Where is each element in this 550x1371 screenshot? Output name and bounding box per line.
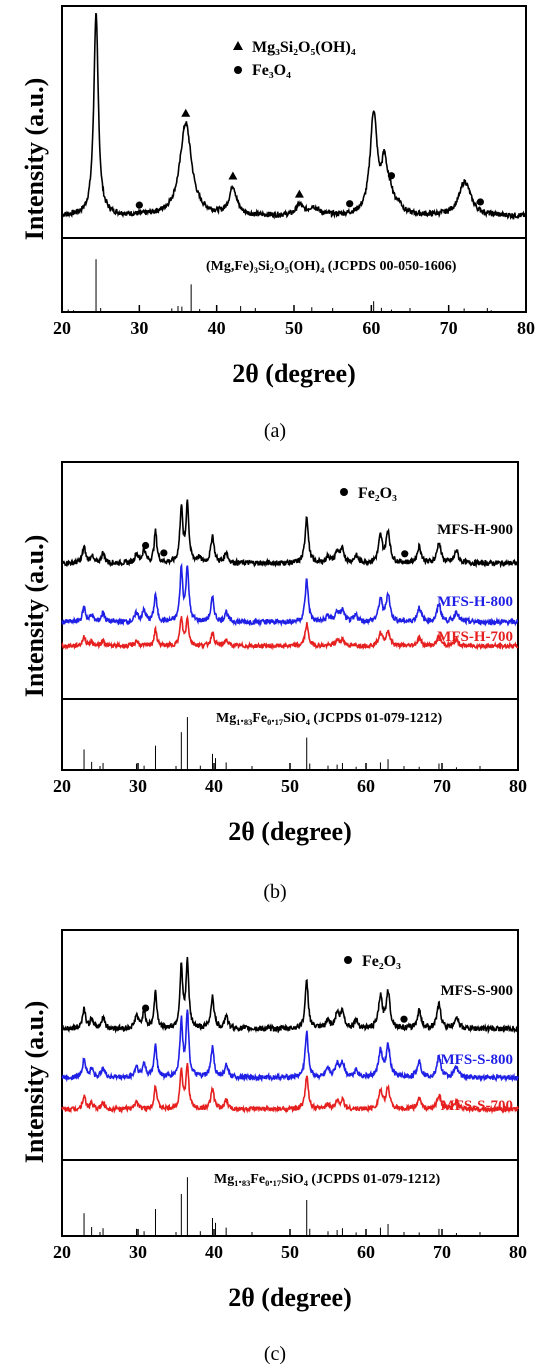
panel-c-xtick-label: 30 <box>129 1242 147 1262</box>
panel-c-circle-marker-0 <box>142 1004 150 1012</box>
panel-a-series-0-line <box>61 12 527 221</box>
panel-c-xtick-label: 80 <box>509 1242 527 1262</box>
panel-a-circle-marker-6 <box>476 198 484 206</box>
panel-c-series-2-line <box>61 1062 519 1115</box>
panel-c-xtick-label: 40 <box>205 1242 223 1262</box>
panel-b-xtick-label: 70 <box>433 776 451 796</box>
panel-b-series-2-label: MFS-H-700 <box>437 629 513 645</box>
panel-a: 20 30 40 50 60 70 80 Mg₃Si₂O₅(OH)₄ Fe₃O₄ (Mg,F… <box>20 5 535 442</box>
panel-a-xtick-label: 70 <box>440 318 458 338</box>
panel-b-reference-label: Mg₁.₈₃Fe₀.₁₇SiO₄ (JCPDS 01-079-1212) <box>216 711 442 726</box>
panel-b-caption: (b) <box>263 881 286 903</box>
panel-a-caption: (a) <box>264 420 286 442</box>
panel-b-legend-1-text: Fe₂O₃ <box>358 485 397 502</box>
panel-a-circle-marker-3 <box>135 201 143 209</box>
panel-a-curves <box>61 12 527 221</box>
panel-c-caption: (c) <box>264 1343 286 1365</box>
panel-c-x-axis-label: 2θ (degree) <box>228 1283 352 1312</box>
panel-c-series-labels: MFS-S-900 MFS-S-800 MFS-S-700 <box>441 983 514 1114</box>
panel-a-circle-marker-5 <box>387 172 396 180</box>
panel-b-y-axis-label: Intensity (a.u.) <box>20 535 49 698</box>
panel-b-reference-sticks <box>83 717 457 770</box>
panel-a-legend-2-text: Fe₃O₄ <box>252 62 291 79</box>
panel-a-circle-marker-4 <box>346 200 354 208</box>
panel-b-series-labels: MFS-H-900 MFS-H-800 MFS-H-700 <box>437 522 513 645</box>
panel-a-xticks: 20 30 40 50 60 70 80 <box>53 305 535 338</box>
panel-c-xtick-label: 50 <box>281 1242 299 1262</box>
panel-c-series-2-label: MFS-S-700 <box>441 1098 514 1114</box>
panel-c-xtick-label: 60 <box>357 1242 375 1262</box>
panel-b-circle-marker-0 <box>142 541 150 550</box>
panel-a-xtick-label: 40 <box>208 318 226 338</box>
panel-c-series-0-label: MFS-S-900 <box>441 983 514 999</box>
panel-c-plot-frame <box>61 929 519 1237</box>
panel-c-reference-label: Mg₁.₈₃Fe₀.₁₇SiO₄ (JCPDS 01-079-1212) <box>214 1172 440 1187</box>
panel-a-legend-1-text: Mg₃Si₂O₅(OH)₄ <box>252 39 356 56</box>
panel-c-series-0-line <box>61 956 519 1035</box>
panel-b-series-0-line <box>61 499 519 569</box>
panel-b-legend-circle-icon <box>340 488 348 496</box>
panel-b-xtick-label: 40 <box>205 776 223 796</box>
panel-b-series-0-label: MFS-H-900 <box>437 522 513 538</box>
panel-b-series-1-label: MFS-H-800 <box>437 594 513 610</box>
panel-a-markers <box>135 108 484 209</box>
panel-a-xtick-label: 50 <box>285 318 303 338</box>
panel-b-x-axis-label: 2θ (degree) <box>228 817 352 846</box>
panel-a-legend-triangle-icon <box>233 41 243 50</box>
panel-a-triangle-marker-0 <box>181 108 191 117</box>
panel-a-xtick-label: 30 <box>130 318 148 338</box>
panel-c-markers <box>142 1004 408 1023</box>
panel-b: 20 30 40 50 60 70 80 MFS-H-900 MFS-H-800 MFS-H-7… <box>20 461 527 903</box>
panel-a-triangle-marker-1 <box>228 171 238 180</box>
panel-a-xtick-label: 80 <box>517 318 535 338</box>
panel-c-legend-1-text: Fe₂O₃ <box>362 953 401 970</box>
panel-a-legend-circle-icon <box>234 66 242 74</box>
panel-c-xtick-label: 70 <box>433 1242 451 1262</box>
panel-c: 20 30 40 50 60 70 80 MFS-S-900 MFS-S-800 MFS-S-7… <box>20 929 527 1365</box>
panel-b-xtick-label: 20 <box>53 776 71 796</box>
panel-c-series-1-line <box>61 1009 519 1083</box>
panel-b-series-1-line <box>61 562 519 628</box>
panel-a-x-axis-label: 2θ (degree) <box>232 359 356 388</box>
panel-b-curves <box>61 499 519 651</box>
panel-b-circle-marker-1 <box>160 549 168 557</box>
panel-c-reference-sticks <box>83 1177 457 1236</box>
panel-b-circle-marker-2 <box>401 550 409 558</box>
panel-b-markers <box>142 541 409 558</box>
panel-b-series-2-line <box>61 614 519 651</box>
panel-c-xticks: 20 30 40 50 60 70 80 <box>53 1229 527 1262</box>
panel-c-curves <box>61 956 519 1115</box>
panel-c-y-axis-label: Intensity (a.u.) <box>20 1001 49 1164</box>
panel-b-xtick-label: 60 <box>357 776 375 796</box>
panel-a-y-axis-label: Intensity (a.u.) <box>20 78 49 241</box>
panel-a-triangle-marker-2 <box>294 189 304 198</box>
panel-a-reference-sticks <box>67 259 492 312</box>
panel-b-xtick-label: 30 <box>129 776 147 796</box>
panel-c-xtick-label: 20 <box>53 1242 71 1262</box>
panel-b-xticks: 20 30 40 50 60 70 80 <box>53 763 527 796</box>
panel-b-xtick-label: 50 <box>281 776 299 796</box>
panel-a-reference-label: (Mg,Fe)₃Si₂O₅(OH)₄ (JCPDS 00-050-1606) <box>206 259 457 274</box>
panel-a-xtick-label: 20 <box>53 318 71 338</box>
panel-c-legend-circle-icon <box>344 956 352 964</box>
panel-c-circle-marker-1 <box>400 1015 408 1023</box>
panel-c-series-1-label: MFS-S-800 <box>441 1052 514 1068</box>
panel-b-xtick-label: 80 <box>509 776 527 796</box>
panel-a-xtick-label: 60 <box>362 318 380 338</box>
